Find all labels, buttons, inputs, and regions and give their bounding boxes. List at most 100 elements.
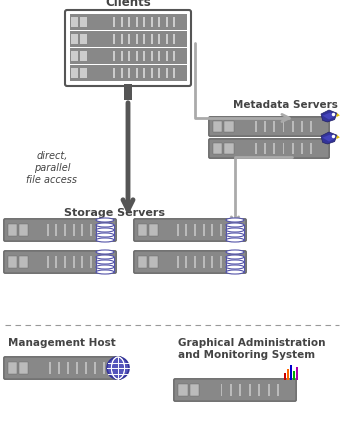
Ellipse shape: [96, 228, 114, 232]
FancyBboxPatch shape: [209, 117, 329, 136]
Bar: [151, 34, 153, 44]
Bar: [128, 68, 130, 78]
Bar: [73, 256, 75, 268]
Bar: [230, 384, 232, 396]
Bar: [69, 31, 186, 46]
Bar: [258, 384, 260, 396]
Bar: [80, 51, 87, 61]
Ellipse shape: [226, 228, 244, 232]
Bar: [67, 362, 68, 374]
Bar: [99, 224, 100, 236]
Bar: [178, 384, 187, 396]
FancyBboxPatch shape: [4, 219, 116, 241]
Bar: [82, 224, 83, 236]
Bar: [301, 122, 303, 132]
Bar: [255, 122, 257, 132]
Bar: [143, 16, 145, 27]
Bar: [114, 68, 115, 78]
Bar: [73, 224, 75, 236]
Bar: [226, 257, 244, 262]
Text: Management Host: Management Host: [8, 338, 116, 348]
Bar: [136, 51, 138, 61]
FancyBboxPatch shape: [134, 219, 246, 241]
Ellipse shape: [96, 233, 114, 237]
Polygon shape: [336, 135, 340, 139]
Bar: [226, 230, 244, 235]
Ellipse shape: [96, 238, 114, 242]
Ellipse shape: [96, 265, 114, 269]
Ellipse shape: [96, 250, 114, 254]
Bar: [64, 256, 66, 268]
Bar: [103, 362, 105, 374]
Bar: [94, 362, 96, 374]
Text: Metadata Servers: Metadata Servers: [233, 100, 338, 110]
Bar: [224, 143, 234, 154]
Bar: [128, 16, 130, 27]
Bar: [173, 16, 175, 27]
Bar: [19, 362, 29, 374]
Bar: [290, 365, 292, 380]
FancyBboxPatch shape: [4, 251, 116, 273]
Bar: [121, 34, 123, 44]
Bar: [149, 224, 158, 236]
Bar: [177, 256, 179, 268]
Bar: [71, 51, 78, 61]
Bar: [136, 34, 138, 44]
Bar: [76, 362, 78, 374]
Bar: [190, 384, 199, 396]
Text: direct,
parallel
file access: direct, parallel file access: [26, 151, 77, 184]
Bar: [311, 122, 312, 132]
Bar: [96, 235, 114, 240]
Bar: [121, 68, 123, 78]
Bar: [96, 230, 114, 235]
Bar: [177, 224, 179, 236]
Bar: [121, 51, 123, 61]
Bar: [128, 51, 130, 61]
Polygon shape: [321, 110, 337, 122]
Ellipse shape: [226, 238, 244, 242]
Bar: [138, 256, 147, 268]
Bar: [99, 256, 100, 268]
Bar: [311, 143, 312, 154]
Bar: [90, 256, 92, 268]
Bar: [173, 51, 175, 61]
Ellipse shape: [226, 250, 244, 254]
Bar: [194, 256, 196, 268]
Bar: [226, 267, 244, 272]
Bar: [203, 224, 205, 236]
Bar: [229, 256, 230, 268]
Bar: [165, 68, 168, 78]
Bar: [71, 68, 78, 78]
Bar: [295, 367, 298, 380]
Bar: [165, 51, 168, 61]
Bar: [47, 256, 49, 268]
Ellipse shape: [226, 260, 244, 264]
Bar: [283, 122, 284, 132]
Bar: [221, 384, 223, 396]
Bar: [292, 371, 295, 380]
Bar: [185, 256, 187, 268]
Bar: [143, 51, 145, 61]
Bar: [226, 262, 244, 267]
Polygon shape: [336, 113, 340, 117]
Bar: [158, 34, 160, 44]
Bar: [136, 16, 138, 27]
Bar: [264, 143, 266, 154]
Bar: [226, 225, 244, 230]
Bar: [96, 257, 114, 262]
Bar: [151, 16, 153, 27]
Bar: [211, 224, 213, 236]
Bar: [165, 34, 168, 44]
Bar: [143, 68, 145, 78]
Bar: [58, 362, 60, 374]
Ellipse shape: [226, 270, 244, 274]
Bar: [82, 256, 83, 268]
Ellipse shape: [96, 223, 114, 227]
Polygon shape: [323, 112, 335, 120]
Bar: [277, 384, 279, 396]
Bar: [292, 143, 294, 154]
Bar: [158, 16, 160, 27]
Ellipse shape: [96, 270, 114, 274]
Bar: [249, 384, 251, 396]
Polygon shape: [321, 132, 337, 144]
